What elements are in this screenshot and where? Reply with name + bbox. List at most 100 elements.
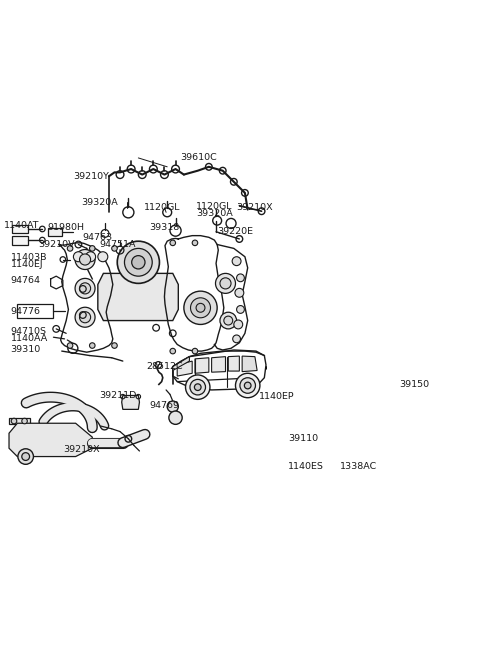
Bar (312, 462, 335, 477)
Text: 39320A: 39320A (81, 198, 118, 207)
Circle shape (237, 306, 244, 313)
Circle shape (112, 246, 117, 251)
Circle shape (73, 252, 84, 262)
Text: 1120GL: 1120GL (196, 202, 233, 212)
Circle shape (80, 283, 91, 294)
Text: 94769: 94769 (149, 401, 180, 410)
Text: 39210X: 39210X (63, 445, 99, 455)
Bar (312, 444, 335, 459)
Polygon shape (17, 304, 53, 318)
Circle shape (89, 343, 95, 348)
Text: 39220E: 39220E (217, 227, 253, 236)
Text: 39310: 39310 (11, 345, 41, 354)
Polygon shape (9, 418, 30, 424)
Circle shape (237, 274, 244, 282)
Text: 39318: 39318 (149, 223, 180, 233)
Polygon shape (12, 236, 28, 244)
Circle shape (240, 378, 255, 393)
Polygon shape (173, 356, 190, 371)
Circle shape (192, 240, 198, 246)
Polygon shape (173, 350, 266, 390)
Text: 1140AT: 1140AT (3, 221, 39, 230)
Text: 39610C: 39610C (180, 153, 217, 162)
Circle shape (117, 241, 159, 284)
Text: 1338AC: 1338AC (340, 462, 378, 471)
Polygon shape (212, 356, 226, 372)
Bar (389, 387, 399, 473)
Polygon shape (122, 396, 140, 409)
Text: 91980H: 91980H (48, 223, 85, 233)
Circle shape (392, 354, 397, 360)
Text: 39320A: 39320A (196, 209, 233, 218)
Polygon shape (242, 356, 257, 371)
Circle shape (169, 411, 182, 424)
Bar (334, 390, 378, 468)
Circle shape (392, 335, 397, 340)
Circle shape (75, 307, 95, 328)
Circle shape (224, 316, 233, 325)
Circle shape (233, 335, 240, 343)
Circle shape (22, 419, 27, 424)
Text: 94776: 94776 (11, 307, 41, 316)
Text: 1120GL: 1120GL (144, 204, 180, 212)
Circle shape (220, 312, 237, 329)
Polygon shape (195, 358, 209, 373)
Circle shape (192, 348, 198, 354)
Circle shape (98, 252, 108, 262)
Circle shape (186, 375, 210, 400)
Text: 1140AA: 1140AA (11, 335, 48, 343)
Circle shape (167, 401, 178, 412)
Circle shape (18, 449, 34, 464)
Circle shape (244, 382, 251, 389)
Circle shape (234, 320, 243, 329)
Circle shape (220, 278, 231, 289)
Circle shape (194, 384, 201, 390)
Circle shape (190, 379, 205, 395)
Circle shape (22, 453, 30, 460)
Polygon shape (9, 423, 92, 457)
Circle shape (85, 252, 96, 262)
Circle shape (80, 312, 91, 323)
Text: 39211D: 39211D (99, 391, 137, 400)
Text: 1140EJ: 1140EJ (11, 260, 43, 269)
Polygon shape (98, 273, 178, 320)
Circle shape (333, 384, 339, 390)
Text: 28512C: 28512C (146, 362, 183, 371)
Text: 94751A: 94751A (99, 240, 136, 249)
Polygon shape (48, 228, 62, 236)
Circle shape (170, 348, 176, 354)
Circle shape (191, 298, 211, 318)
Bar (381, 400, 387, 409)
Text: 1140EP: 1140EP (259, 392, 294, 401)
Circle shape (196, 303, 205, 312)
Text: 39210V: 39210V (38, 240, 75, 249)
Text: 39210X: 39210X (237, 204, 273, 212)
Circle shape (80, 254, 91, 265)
Text: 39110: 39110 (288, 434, 318, 443)
Circle shape (11, 419, 17, 424)
Circle shape (112, 343, 117, 348)
Circle shape (392, 373, 397, 379)
Circle shape (67, 246, 73, 251)
Polygon shape (177, 361, 192, 376)
Circle shape (232, 257, 241, 266)
Circle shape (170, 240, 176, 246)
Polygon shape (12, 225, 28, 233)
Text: 94763: 94763 (83, 233, 113, 242)
Text: 39150: 39150 (399, 380, 429, 389)
Bar (381, 456, 387, 465)
Circle shape (216, 273, 236, 293)
Bar (381, 442, 387, 451)
Circle shape (386, 384, 392, 390)
Text: 94764: 94764 (11, 276, 41, 284)
Circle shape (392, 393, 397, 398)
Circle shape (235, 288, 244, 297)
Circle shape (75, 250, 95, 269)
Text: 94710S: 94710S (11, 327, 47, 336)
Text: 39210Y: 39210Y (73, 172, 109, 181)
Bar (381, 415, 387, 423)
Text: 11403B: 11403B (11, 253, 47, 263)
Circle shape (124, 248, 152, 276)
Bar (381, 428, 387, 437)
Circle shape (333, 465, 339, 470)
